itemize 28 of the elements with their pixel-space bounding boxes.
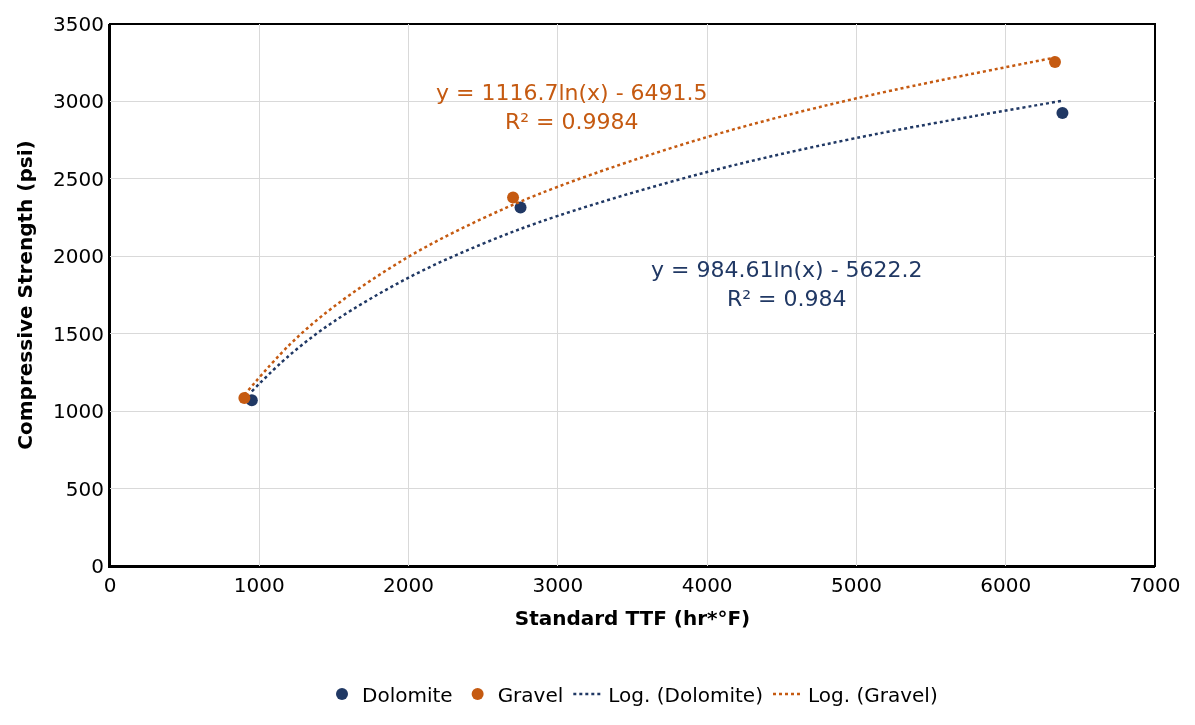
x-tick-label: 5000 — [830, 573, 882, 597]
x-axis-title: Standard TTF (hr*°F) — [514, 606, 751, 630]
x-tick-label: 3000 — [532, 573, 584, 597]
point — [514, 201, 527, 214]
x-tick-label: 2000 — [383, 573, 435, 597]
y-tick-label: 500 — [65, 476, 104, 501]
legend-label: Log. (Dolomite) — [608, 682, 763, 707]
y-axis-title: Compressive Strength (psi) — [13, 140, 38, 450]
y-tick-label: 0 — [91, 554, 104, 578]
legend-label: Gravel — [497, 682, 564, 707]
y-tick-label: 3500 — [53, 12, 104, 36]
x-tick-label: 6000 — [980, 573, 1032, 597]
y-tick-label: 2500 — [53, 166, 104, 191]
annotation: y = 1116.7ln(x) - 6491.5 R² = 0.9984 — [436, 80, 708, 134]
x-tick-label: 4000 — [681, 573, 733, 597]
point — [1048, 55, 1061, 68]
x-tick-label: 7000 — [1129, 573, 1181, 597]
x-tick-label: 1000 — [233, 573, 285, 597]
legend-label: Log. (Gravel) — [807, 682, 938, 707]
y-tick-label: 3000 — [53, 89, 104, 114]
y-tick-label: 1000 — [53, 399, 104, 424]
legend-label: Dolomite — [362, 682, 453, 707]
y-tick-label: 2000 — [53, 244, 104, 269]
annotation: y = 984.61ln(x) - 5622.2 R² = 0.984 — [651, 257, 923, 311]
point — [1056, 107, 1069, 120]
y-tick-label: 1500 — [53, 321, 104, 346]
point — [507, 191, 520, 204]
point — [238, 391, 251, 404]
